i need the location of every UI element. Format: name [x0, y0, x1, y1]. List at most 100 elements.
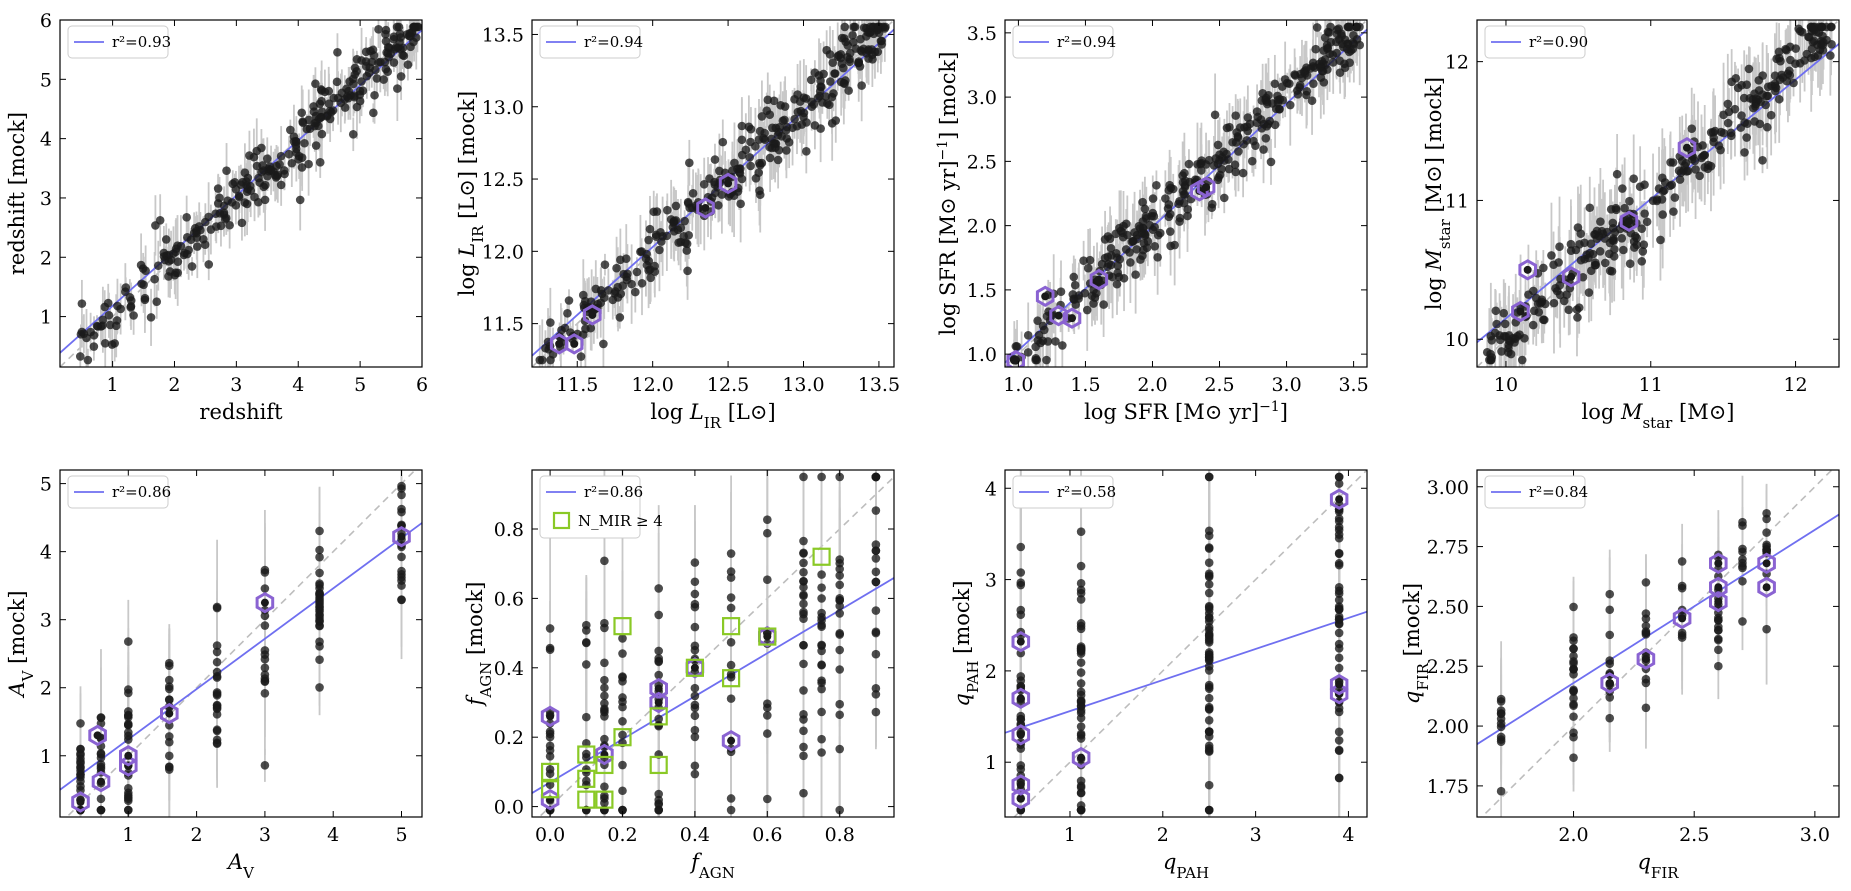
- data-point: [86, 327, 95, 337]
- data-point: [315, 607, 324, 616]
- data-point: [833, 52, 843, 61]
- legend-fit-label: r²=0.90: [1529, 33, 1588, 51]
- data-point: [1681, 158, 1691, 168]
- data-point: [770, 138, 780, 148]
- data-point: [817, 570, 826, 579]
- data-point: [1328, 50, 1338, 60]
- data-point: [1197, 158, 1206, 168]
- data-point: [1033, 316, 1042, 326]
- data-point: [348, 74, 358, 84]
- data-point: [1642, 217, 1652, 227]
- data-point: [1051, 337, 1060, 346]
- x-axis-label: log Mstar [M⊙]: [1581, 400, 1734, 432]
- data-point: [1273, 95, 1283, 105]
- data-point: [1669, 207, 1678, 216]
- data-point: [1302, 63, 1311, 72]
- data-point: [1023, 348, 1033, 357]
- data-point: [1219, 193, 1229, 203]
- data-point: [295, 195, 305, 205]
- data-point: [1312, 23, 1322, 32]
- data-point: [1234, 147, 1243, 156]
- data-point: [1555, 281, 1565, 290]
- data-point: [1150, 222, 1159, 232]
- y-tick-label: 3.5: [967, 23, 997, 45]
- data-point: [1569, 664, 1578, 674]
- highlighted-hexagon: [1196, 176, 1216, 198]
- x-tick-label: 3: [1250, 824, 1262, 846]
- data-point: [881, 22, 890, 32]
- data-point: [212, 647, 222, 657]
- highlighted-hexagon: [71, 791, 90, 813]
- data-point: [1270, 120, 1280, 130]
- legend-box: [1012, 475, 1114, 509]
- y-axis-label: redshift [mock]: [5, 112, 29, 275]
- data-point: [537, 355, 547, 365]
- data-point: [1076, 588, 1086, 598]
- highlighted-point: [1567, 272, 1576, 281]
- data-point: [105, 320, 115, 330]
- data-point: [260, 654, 270, 664]
- data-point: [1750, 117, 1759, 126]
- data-point: [1251, 141, 1260, 150]
- data-point: [591, 284, 601, 294]
- axes-frame: [1476, 469, 1840, 818]
- highlighted-hexagon: [1518, 259, 1537, 281]
- data-point: [827, 119, 837, 128]
- legend-box: [1012, 25, 1114, 59]
- data-point: [871, 628, 881, 638]
- data-point: [315, 642, 324, 651]
- data-point: [1576, 255, 1586, 265]
- data-point: [690, 641, 700, 651]
- data-point: [1334, 639, 1344, 649]
- data-point: [582, 712, 591, 722]
- data-point: [545, 751, 555, 761]
- data-point: [1496, 786, 1506, 796]
- data-point: [1074, 294, 1083, 303]
- data-point: [651, 230, 661, 240]
- data-point: [600, 734, 609, 744]
- nmir-square: [685, 658, 705, 677]
- data-point: [835, 744, 844, 754]
- x-tick-label: 1.5: [1070, 374, 1100, 396]
- data-point: [1076, 649, 1086, 658]
- data-point: [403, 60, 413, 69]
- legend-square-swatch: [552, 511, 571, 530]
- data-point: [260, 195, 270, 205]
- data-point: [726, 603, 736, 613]
- data-point: [212, 641, 222, 650]
- highlighted-point: [1335, 680, 1344, 689]
- data-point: [576, 352, 586, 361]
- data-point: [817, 707, 826, 717]
- data-point: [332, 77, 342, 87]
- y-tick-label: 13.5: [482, 24, 524, 46]
- data-point: [309, 102, 318, 111]
- x-tick-label: 1: [1064, 824, 1076, 846]
- x-tick-label: 12.5: [707, 374, 749, 396]
- data-point: [792, 121, 802, 131]
- data-point: [1334, 736, 1344, 745]
- x-tick-label: 11.5: [556, 374, 598, 396]
- data-point: [1204, 605, 1214, 614]
- nmir-square: [577, 790, 596, 809]
- data-point: [1578, 272, 1588, 282]
- data-point: [1076, 731, 1086, 740]
- plot-area: [1477, 470, 1839, 817]
- data-point: [1076, 702, 1086, 711]
- data-point: [222, 166, 231, 175]
- data-point: [1259, 145, 1268, 154]
- data-point: [763, 528, 772, 538]
- data-point: [737, 121, 747, 131]
- data-point: [746, 161, 755, 171]
- x-tick-label: 3: [230, 374, 242, 396]
- highlighted-point: [1641, 655, 1650, 664]
- data-point: [212, 703, 222, 712]
- data-point: [1772, 54, 1781, 64]
- highlighted-hexagon: [1329, 673, 1349, 696]
- data-point: [1641, 703, 1651, 713]
- data-point: [1511, 334, 1520, 344]
- data-point: [1106, 260, 1116, 270]
- data-point: [76, 754, 85, 763]
- data-point: [1334, 549, 1344, 559]
- data-point: [1175, 213, 1185, 223]
- data-point: [1733, 83, 1743, 93]
